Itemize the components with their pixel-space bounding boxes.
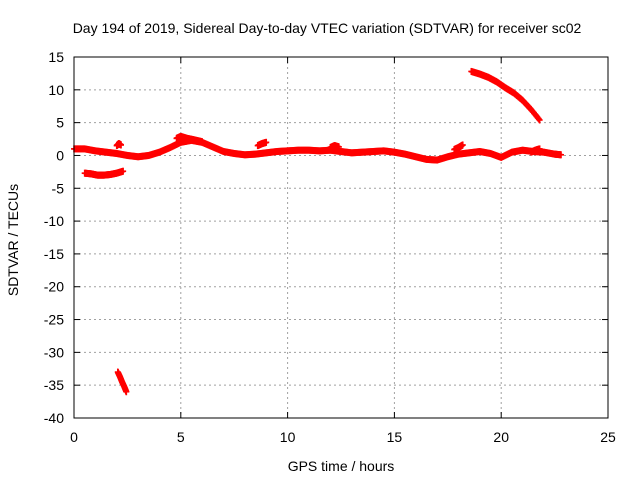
- y-tick-label: 0: [56, 147, 64, 163]
- y-tick-label: -20: [44, 279, 64, 295]
- y-tick-label: -5: [52, 180, 65, 196]
- series-bump-9h: [254, 138, 270, 150]
- x-tick-label: 20: [493, 429, 509, 445]
- grid: [74, 57, 608, 418]
- y-tick-label: 5: [56, 115, 64, 131]
- x-tick-label: 10: [280, 429, 296, 445]
- x-tick-label: 25: [600, 429, 616, 445]
- y-tick-label: -40: [44, 410, 64, 426]
- y-tick-label: -25: [44, 312, 64, 328]
- y-tick-label: -35: [44, 377, 64, 393]
- x-tick-label: 0: [70, 429, 78, 445]
- plot-frame: [73, 56, 609, 419]
- x-tick-label: 5: [177, 429, 185, 445]
- x-axis-label: GPS time / hours: [288, 458, 395, 474]
- axes: 0 5 10 15 20 25 -40 -35 -30 -25 -20 -15 -10 -5 0 5 10 15: [44, 49, 616, 445]
- y-axis-label: SDTVAR / TECUs: [5, 184, 21, 296]
- y-tick-label: -10: [44, 213, 64, 229]
- y-tick-label: 15: [48, 49, 64, 65]
- series-bump-5h: [173, 132, 206, 146]
- y-tick-label: 10: [48, 82, 64, 98]
- series-bump-12h: [327, 142, 342, 152]
- x-tick-label: 15: [387, 429, 403, 445]
- series-high-segment: [468, 67, 543, 124]
- y-tick-label: -30: [44, 344, 64, 360]
- series-bump-18h: [451, 141, 466, 154]
- chart-title: Day 194 of 2019, Sidereal Day-to-day VTE…: [73, 20, 582, 36]
- y-tick-label: -15: [44, 246, 64, 262]
- series-early-low-segment: [81, 167, 127, 179]
- series-outlier-segment: [114, 368, 130, 396]
- data-points: [71, 67, 565, 396]
- series-spike-2h: [113, 140, 124, 150]
- series-bump-21h: [528, 145, 543, 156]
